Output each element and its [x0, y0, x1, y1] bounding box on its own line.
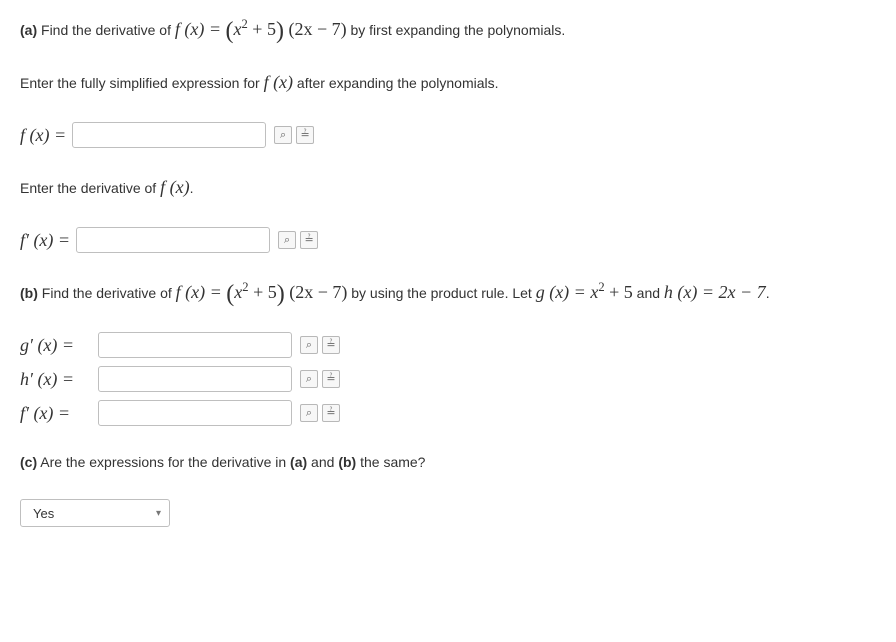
help-icon[interactable]: ≟ [322, 336, 340, 354]
part-a-fn: f (x) = (x2 + 5) (2x − 7) [175, 19, 347, 39]
icon-group: ⌕ ≟ [300, 370, 340, 388]
fn-lhs: f (x) = [176, 282, 227, 302]
part-b-fn: f (x) = (x2 + 5) (2x − 7) [176, 282, 348, 302]
field-label-fprime: f′ (x) = [20, 230, 70, 251]
part-c-dropdown-row: Yes ▾ [20, 499, 876, 527]
preview-icon[interactable]: ⌕ [300, 370, 318, 388]
part-a-label: (a) [20, 22, 37, 38]
part-a-prompt: (a) Find the derivative of f (x) = (x2 +… [20, 16, 876, 43]
period: . [766, 285, 770, 301]
ref-a: (a) [290, 454, 307, 470]
factor2: (2x − 7) [284, 19, 347, 39]
g-lhs: g (x) = [536, 282, 591, 302]
instr1-text: Enter the fully simplified expression fo… [20, 75, 264, 91]
part-a-field2-row: f′ (x) = ⌕ ≟ [20, 227, 876, 253]
ref-b: (b) [338, 454, 356, 470]
part-b-field-f-row: f′ (x) = ⌕ ≟ [20, 400, 876, 426]
instr2-fn: f (x) [160, 177, 189, 197]
help-icon[interactable]: ≟ [296, 126, 314, 144]
same-dropdown[interactable]: Yes ▾ [20, 499, 170, 527]
chevron-down-icon: ▾ [156, 508, 161, 519]
paren-open: ( [226, 18, 234, 44]
c-text1: Are the expressions for the derivative i… [37, 454, 290, 470]
c-mid: and [307, 454, 338, 470]
field-label-hprime: h′ (x) = [20, 369, 92, 390]
preview-icon[interactable]: ⌕ [300, 336, 318, 354]
h-expr: h (x) = 2x − 7 [664, 282, 766, 302]
dropdown-value: Yes [33, 506, 54, 521]
part-b-mid: by using the product rule. Let [347, 285, 535, 301]
g-rest: + 5 [605, 282, 633, 302]
part-a-instr2: Enter the derivative of f (x). [20, 174, 876, 201]
paren-close: ) [277, 281, 285, 307]
part-c-label: (c) [20, 454, 37, 470]
factor2: (2x − 7) [285, 282, 348, 302]
and-text: and [633, 285, 664, 301]
h-def: h (x) = 2x − 7 [664, 282, 766, 302]
instr1-fn: f (x) [264, 72, 293, 92]
input-fprime-a[interactable] [76, 227, 270, 253]
preview-icon[interactable]: ⌕ [274, 126, 292, 144]
c-after: the same? [356, 454, 425, 470]
input-fprime-b[interactable] [98, 400, 292, 426]
instr1-after: after expanding the polynomials. [293, 75, 498, 91]
part-a-text1: Find the derivative of [37, 22, 175, 38]
part-a-text2: by first expanding the polynomials. [347, 22, 566, 38]
icon-group: ⌕ ≟ [274, 126, 314, 144]
term-rest: + 5 [249, 282, 277, 302]
icon-group: ⌕ ≟ [278, 231, 318, 249]
part-a-instr1: Enter the fully simplified expression fo… [20, 69, 876, 96]
preview-icon[interactable]: ⌕ [278, 231, 296, 249]
input-fx-expanded[interactable] [72, 122, 266, 148]
instr2-text: Enter the derivative of [20, 180, 160, 196]
help-icon[interactable]: ≟ [322, 370, 340, 388]
term-rest: + 5 [248, 19, 276, 39]
g-def: g (x) = x2 + 5 [536, 282, 633, 302]
input-gprime[interactable] [98, 332, 292, 358]
help-icon[interactable]: ≟ [322, 404, 340, 422]
part-a-field1-row: f (x) = ⌕ ≟ [20, 122, 876, 148]
field-label-fprime-b: f′ (x) = [20, 403, 92, 424]
field-label-gprime: g′ (x) = [20, 335, 92, 356]
part-b-prompt: (b) Find the derivative of f (x) = (x2 +… [20, 279, 876, 306]
part-b-field-g-row: g′ (x) = ⌕ ≟ [20, 332, 876, 358]
part-b-text1: Find the derivative of [38, 285, 176, 301]
paren-close: ) [276, 18, 284, 44]
instr2-after: . [190, 180, 194, 196]
part-c-prompt: (c) Are the expressions for the derivati… [20, 452, 876, 473]
part-b-field-h-row: h′ (x) = ⌕ ≟ [20, 366, 876, 392]
input-hprime[interactable] [98, 366, 292, 392]
term-base: x [234, 19, 242, 39]
field-label-fx: f (x) = [20, 125, 66, 146]
icon-group: ⌕ ≟ [300, 404, 340, 422]
part-a-fn-lhs: f (x) = [175, 19, 226, 39]
icon-group: ⌕ ≟ [300, 336, 340, 354]
part-b-label: (b) [20, 285, 38, 301]
preview-icon[interactable]: ⌕ [300, 404, 318, 422]
help-icon[interactable]: ≟ [300, 231, 318, 249]
